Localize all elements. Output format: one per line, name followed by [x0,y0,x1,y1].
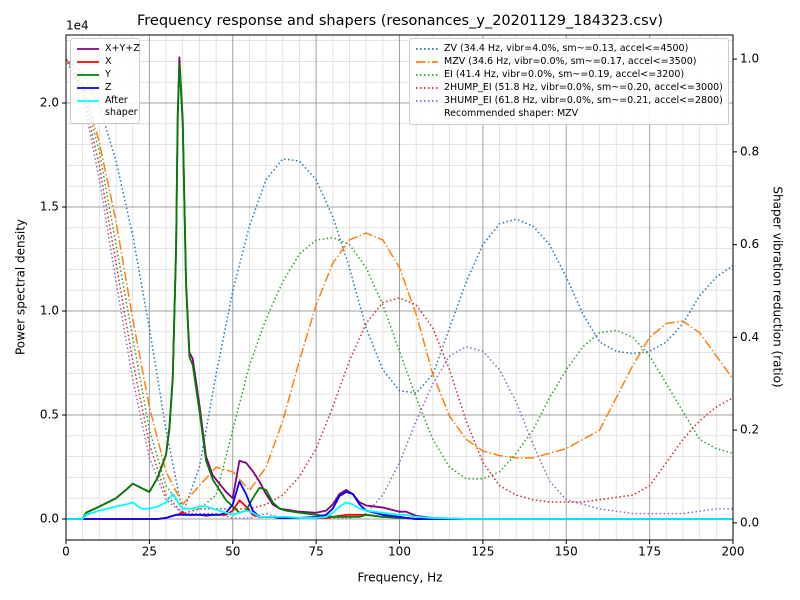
y-tick-label: 0.0 [40,511,59,525]
legend-entry: 2HUMP_EI (51.8 Hz, vibr=0.0%, sm~=0.20, … [415,82,723,94]
x-tick-label: 100 [388,545,411,559]
legend-label: X [105,56,112,67]
x-tick-label: 125 [471,545,494,559]
x-tick-label: 150 [555,545,578,559]
y-axis-label: Power spectral density [14,219,28,355]
legend-entry: MZV (34.6 Hz, vibr=0.0%, sm~=0.17, accel… [415,56,723,68]
y2-tick-label: 0.6 [740,237,759,251]
legend-swatch [416,100,438,102]
legend-entry: X+Y+Z [76,43,140,55]
legend-entry: After shaper [76,95,138,119]
legend-swatch [416,74,438,76]
y2-tick-label: 0.0 [740,515,759,529]
legend-label: EI (41.4 Hz, vibr=0.0%, sm~=0.19, accel<… [444,69,685,80]
x-tick-label: 25 [142,545,157,559]
y2-tick-label: 1.0 [740,52,759,66]
legend-swatch [416,61,438,63]
legend-label: After shaper [105,95,138,118]
chart-title: Frequency response and shapers (resonanc… [137,13,663,29]
y-tick-label: 1.0 [40,304,59,318]
legend: ZV (34.4 Hz, vibr=4.0%, sm~=0.13, accel<… [409,38,729,125]
series-line [65,58,734,515]
y-tick-label: 2.0 [40,96,59,110]
series-line [66,480,733,520]
y-tick-label: 0.5 [40,407,59,421]
y-offset-text: 1e4 [66,19,89,33]
legend-label: 2HUMP_EI (51.8 Hz, vibr=0.0%, sm~=0.20, … [444,82,723,93]
legend-swatch [77,48,99,50]
legend-entry: 3HUMP_EI (61.8 Hz, vibr=0.0%, sm~=0.21, … [415,95,723,107]
y2-tick-label: 0.2 [740,423,759,437]
series-line [66,493,733,520]
legend-entry: EI (41.4 Hz, vibr=0.0%, sm~=0.19, accel<… [415,69,723,81]
legend-label: ZV (34.4 Hz, vibr=4.0%, sm~=0.13, accel<… [444,43,689,54]
legend-label: Y [105,69,111,80]
y2-tick-label: 0.8 [740,144,759,158]
legend-entry: ZV (34.4 Hz, vibr=4.0%, sm~=0.13, accel<… [415,43,723,55]
annotation: Recommended shaper: MZV [444,108,579,119]
legend-swatch [77,100,99,102]
series-line [65,58,734,510]
legend-swatch [416,87,438,89]
y2-tick-label: 0.4 [740,330,759,344]
series-line [66,62,733,520]
legend-swatch [416,48,438,50]
x-axis-label: Frequency, Hz [358,571,443,585]
y2-axis-label: Shaper vibration reduction (ratio) [771,186,785,387]
x-tick-label: 75 [308,545,323,559]
legend-label: MZV (34.6 Hz, vibr=0.0%, sm~=0.17, accel… [444,56,697,67]
legend: X+Y+Z X Y Z After shaper [70,38,140,124]
legend-swatch [77,61,99,63]
legend-swatch [77,87,99,89]
legend-label: Z [105,82,112,93]
plot-area [65,56,734,520]
legend-entry: Y [76,69,134,81]
legend-label: 3HUMP_EI (61.8 Hz, vibr=0.0%, sm~=0.21, … [444,95,723,106]
x-tick-label: 50 [225,545,240,559]
series-line [65,58,734,506]
x-tick-label: 200 [722,545,745,559]
legend-swatch [77,74,99,76]
x-tick-label: 0 [62,545,70,559]
legend-entry: Z [76,82,134,94]
x-tick-label: 175 [638,545,661,559]
legend-label: X+Y+Z [105,43,140,54]
legend-entry: X [76,56,134,68]
y-tick-label: 1.5 [40,200,59,214]
